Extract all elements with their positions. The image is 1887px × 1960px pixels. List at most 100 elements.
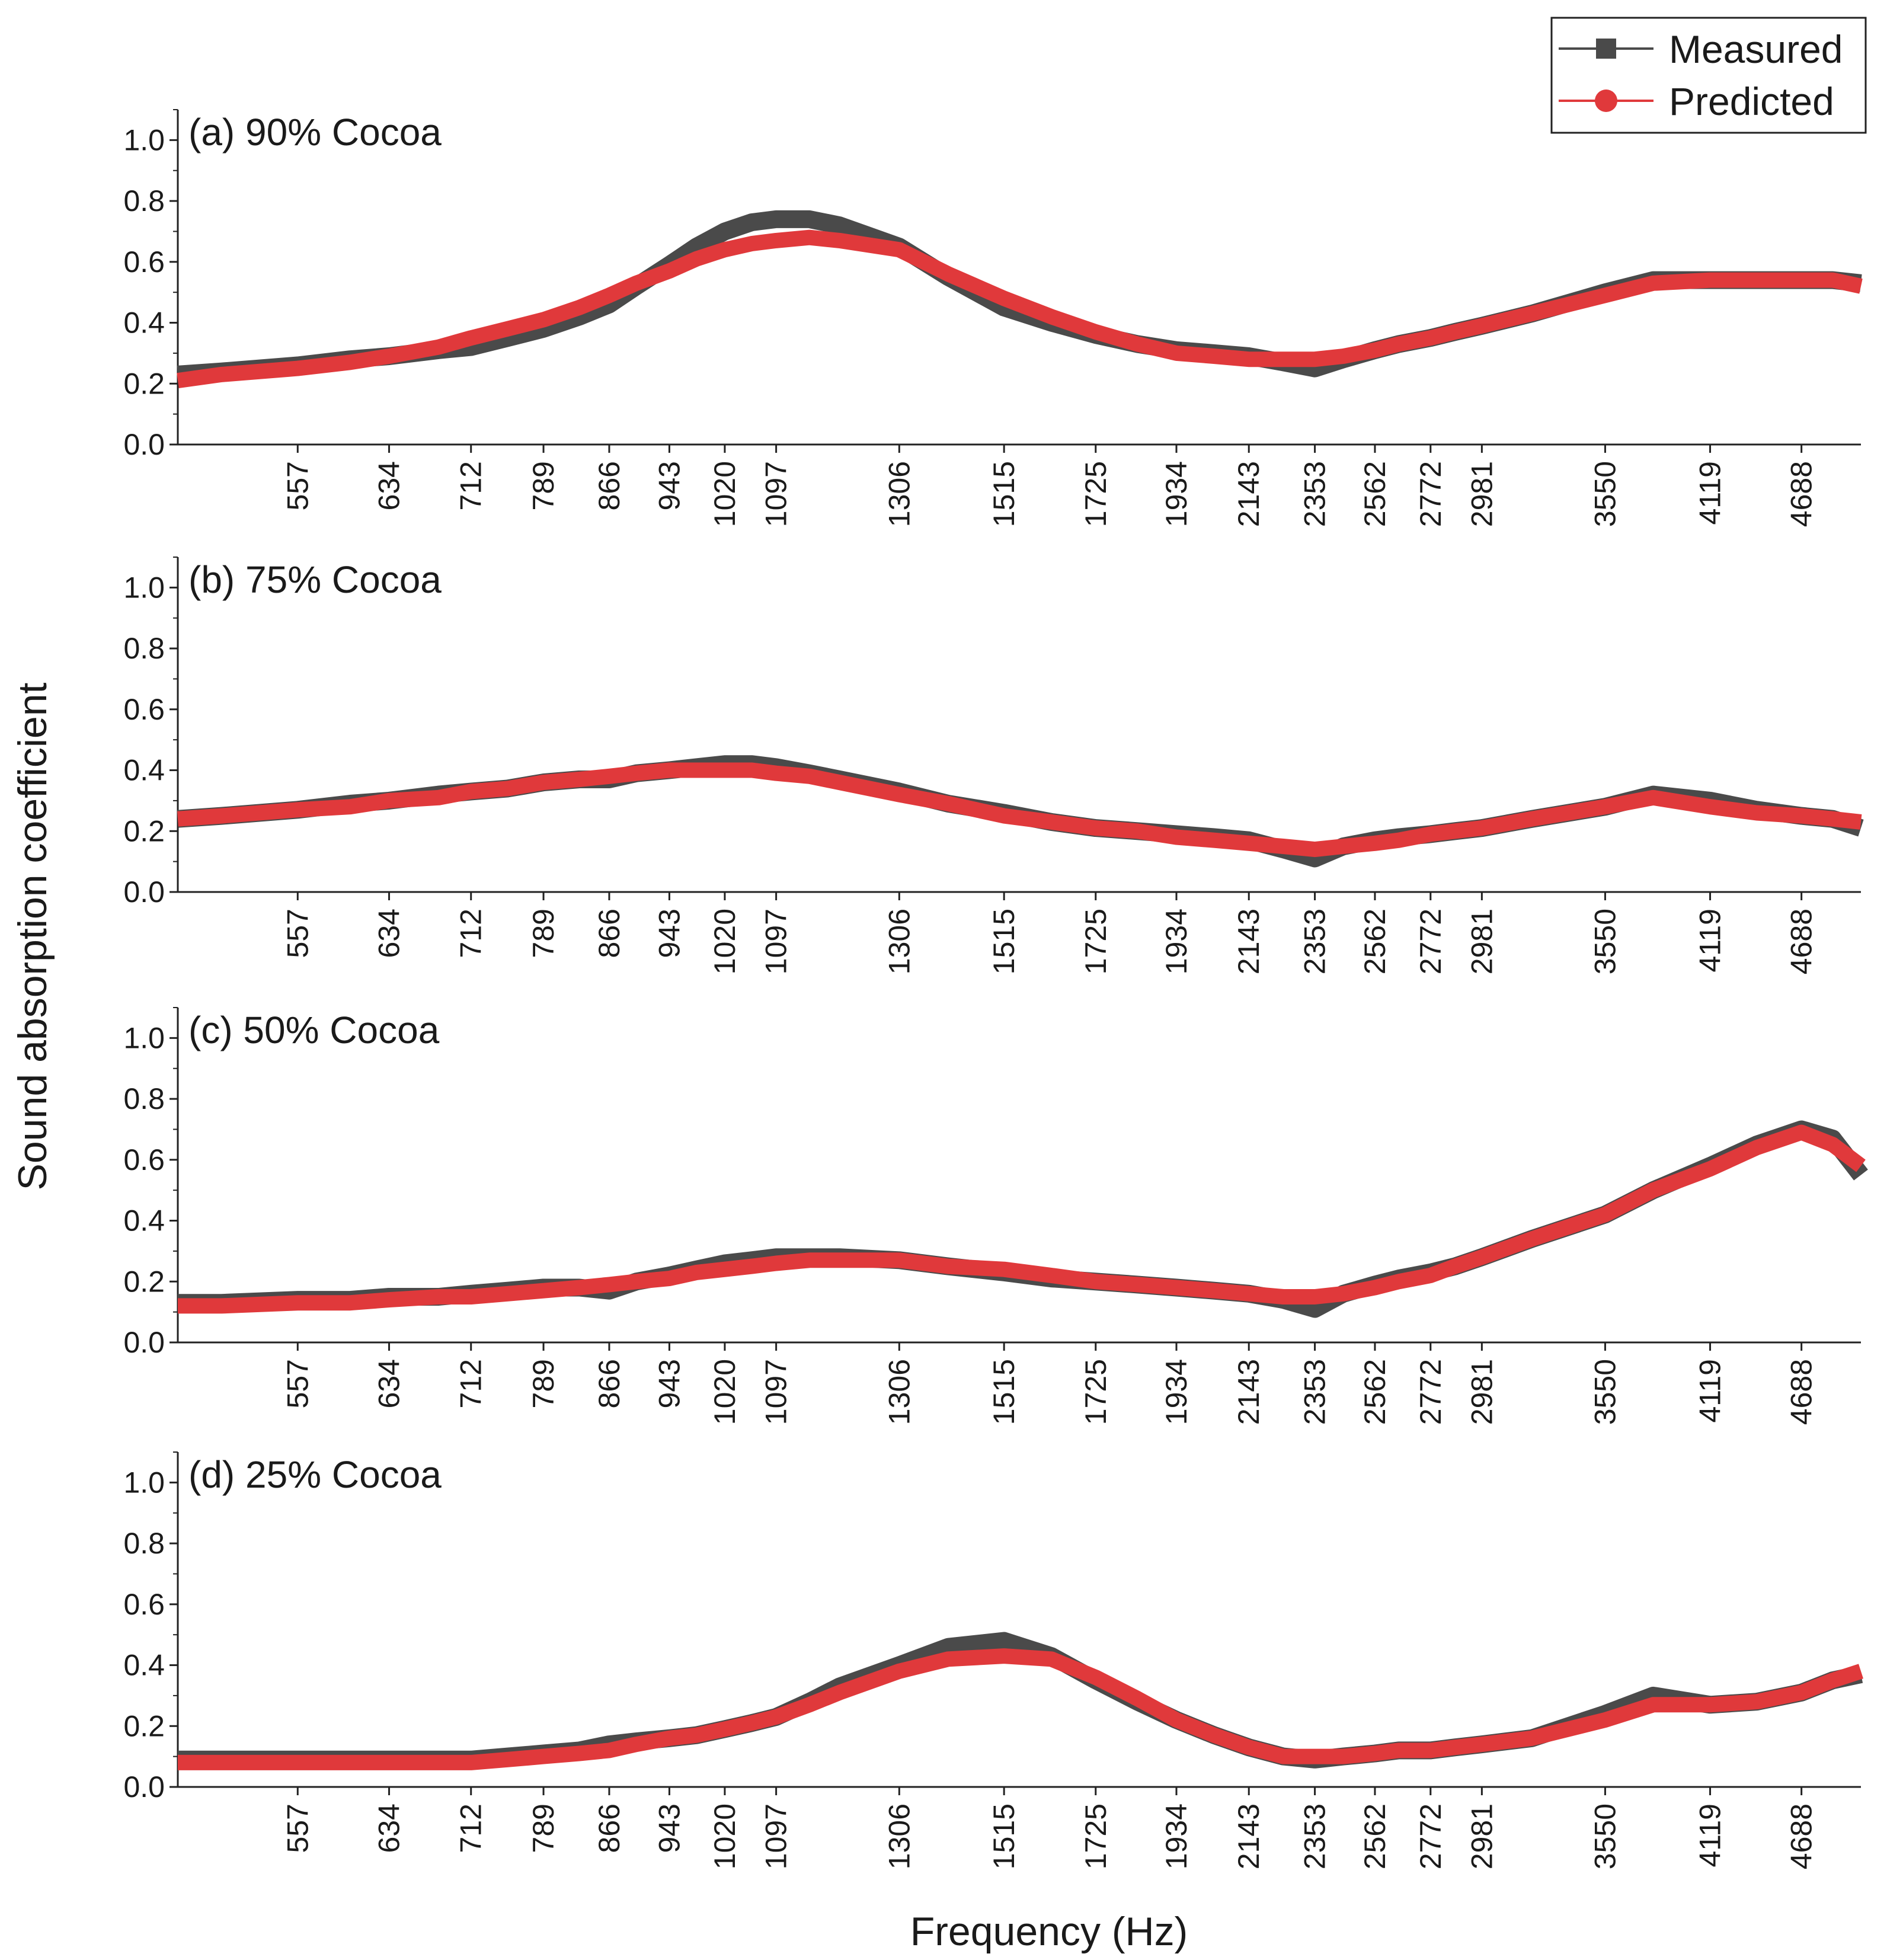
x-axis-title: Frequency (Hz): [910, 1909, 1188, 1954]
x-tick-label: 4688: [1785, 909, 1818, 974]
x-tick-label: 2562: [1358, 1359, 1392, 1425]
panel-label: (b) 75% Cocoa: [188, 558, 442, 601]
y-tick-label: 0.2: [123, 1709, 165, 1742]
x-tick-label: 2353: [1298, 909, 1332, 974]
x-tick-label: 712: [455, 909, 488, 958]
x-tick-label: 2981: [1465, 1804, 1498, 1869]
y-tick-label: 0.8: [123, 1082, 165, 1115]
x-tick-label: 2981: [1465, 461, 1498, 527]
x-tick-label: 943: [653, 461, 686, 510]
x-tick-label: 1725: [1079, 461, 1112, 527]
x-tick-label: 712: [455, 461, 488, 510]
x-tick-label: 2143: [1232, 1804, 1265, 1869]
x-tick-label: 634: [373, 461, 406, 510]
x-tick-label: 1306: [882, 909, 916, 974]
x-tick-label: 2143: [1232, 1359, 1265, 1425]
x-tick-label: 1515: [987, 909, 1021, 974]
y-tick-label: 0.2: [123, 814, 165, 848]
legend-marker-measured: [1596, 39, 1616, 59]
y-tick-label: 0.0: [123, 428, 165, 461]
x-tick-label: 1934: [1160, 1359, 1193, 1425]
x-tick-label: 943: [653, 1804, 686, 1853]
y-tick-label: 0.6: [123, 245, 165, 279]
y-tick-label: 1.0: [123, 1466, 165, 1499]
series-predicted: [178, 1124, 1866, 1314]
x-tick-label: 1725: [1079, 1359, 1112, 1425]
series-predicted: [177, 229, 1863, 388]
y-tick-label: 0.8: [123, 184, 165, 218]
x-tick-label: 866: [593, 909, 626, 958]
x-tick-label: 2143: [1232, 461, 1265, 527]
x-tick-label: 634: [373, 1359, 406, 1408]
x-tick-label: 4119: [1694, 909, 1727, 973]
y-tick-label: 0.0: [123, 875, 165, 909]
x-tick-label: 789: [527, 461, 560, 510]
series-predicted: [177, 762, 1862, 858]
x-tick-label: 3550: [1588, 909, 1621, 974]
panel-1: 0.0 0.2 0.4 0.6 0.8 1.0 557 634 712 789 866 943 1020…: [123, 109, 1863, 527]
x-tick-label: 557: [281, 1359, 314, 1408]
x-tick-label: 1725: [1079, 1804, 1112, 1869]
x-tick-label: 4688: [1785, 1804, 1818, 1869]
x-tick-label: 789: [527, 1359, 560, 1408]
x-tick-label: 1306: [882, 1359, 916, 1425]
x-tick-label: 1306: [882, 1804, 916, 1869]
x-tick-label: 2562: [1358, 461, 1392, 527]
x-tick-label: 1515: [987, 1359, 1021, 1425]
x-tick-label: 557: [281, 461, 314, 510]
x-tick-label: 3550: [1588, 1359, 1621, 1425]
x-tick-label: 1020: [708, 461, 741, 527]
x-tick-label: 1934: [1160, 1804, 1193, 1869]
legend: Measured Predicted: [1550, 17, 1867, 134]
x-tick-label: 866: [593, 1804, 626, 1853]
x-tick-label: 1306: [882, 461, 916, 527]
y-tick-label: 0.4: [123, 1649, 165, 1682]
y-tick-label: 0.8: [123, 632, 165, 665]
x-tick-label: 2353: [1298, 1804, 1332, 1869]
x-tick-label: 4119: [1694, 461, 1727, 525]
x-tick-label: 2562: [1358, 909, 1392, 974]
x-tick-label: 1097: [760, 1804, 793, 1869]
x-tick-label: 4119: [1694, 1359, 1727, 1423]
x-tick-label: 2772: [1414, 1804, 1447, 1869]
x-tick-label: 943: [653, 909, 686, 958]
x-tick-label: 4688: [1785, 461, 1818, 527]
legend-marker-predicted: [1595, 89, 1617, 112]
x-tick-label: 1097: [760, 461, 793, 527]
y-tick-label: 1.0: [123, 123, 165, 156]
y-tick-label: 0.8: [123, 1527, 165, 1560]
x-tick-label: 789: [527, 1804, 560, 1853]
panel-2: 0.0 0.2 0.4 0.6 0.8 1.0 557 634 712 789 866 943 1020…: [123, 557, 1864, 974]
x-tick-label: 2562: [1358, 1804, 1392, 1869]
x-tick-label: 3550: [1588, 461, 1621, 527]
legend-label-measured: Measured: [1669, 27, 1843, 71]
x-tick-label: 943: [653, 1359, 686, 1408]
x-tick-label: 2981: [1465, 909, 1498, 974]
x-tick-label: 634: [373, 1804, 406, 1853]
x-tick-label: 4119: [1694, 1804, 1727, 1868]
x-tick-label: 866: [593, 461, 626, 510]
y-tick-label: 0.2: [123, 1265, 165, 1298]
x-tick-label: 1515: [987, 461, 1021, 527]
x-tick-label: 2981: [1465, 1359, 1498, 1425]
y-tick-label: 0.6: [123, 693, 165, 726]
x-tick-label: 2143: [1232, 909, 1265, 974]
y-tick-label: 0.6: [123, 1143, 165, 1176]
panel-label: (d) 25% Cocoa: [188, 1453, 442, 1496]
x-tick-label: 1020: [708, 1359, 741, 1425]
x-tick-label: 2353: [1298, 1359, 1332, 1425]
x-tick-label: 1934: [1160, 909, 1193, 974]
x-tick-label: 3550: [1588, 1804, 1621, 1869]
x-tick-label: 866: [593, 1359, 626, 1408]
y-tick-label: 1.0: [123, 1021, 165, 1054]
x-tick-label: 557: [281, 1804, 314, 1853]
chart-panels: 0.0 0.2 0.4 0.6 0.8 1.0 557 634 712 789 866 943 1020…: [123, 109, 1868, 1869]
x-tick-label: 789: [527, 909, 560, 958]
y-axis-title: Sound absorption coefficient: [10, 682, 55, 1190]
y-tick-label: 0.6: [123, 1588, 165, 1621]
series-predicted: [178, 1648, 1863, 1770]
legend-label-predicted: Predicted: [1669, 79, 1834, 123]
x-tick-label: 1097: [760, 909, 793, 974]
y-tick-label: 0.0: [123, 1326, 165, 1359]
